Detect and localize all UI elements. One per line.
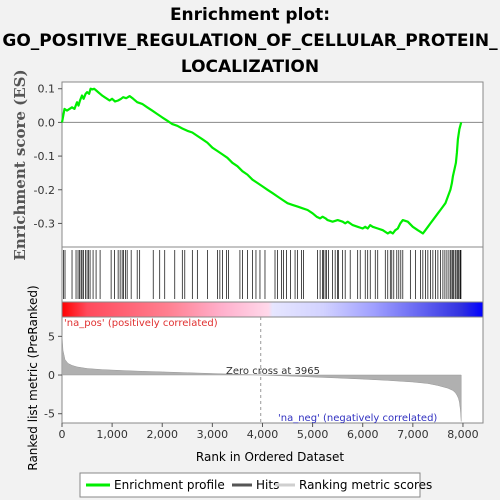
zero-cross-label: Zero cross at 3965 <box>226 366 320 377</box>
hit-markers <box>63 250 462 299</box>
metric-panel <box>61 316 484 424</box>
enrichment-profile-series <box>60 87 463 235</box>
x-axis-label: Rank in Ordered Dataset <box>196 450 344 464</box>
metric-tick-label: 5 <box>48 330 55 343</box>
chart-title-line-3: LOCALIZATION <box>181 57 319 77</box>
rank-color-bar <box>61 301 484 318</box>
legend-box <box>79 472 421 498</box>
enrichment-profile-line <box>60 87 463 235</box>
es-tick-label: -0.3 <box>34 217 55 230</box>
x-tick-label: 8,000 <box>447 428 479 441</box>
es-tick-label: 0.0 <box>38 116 56 129</box>
legend-enrichment-label: Enrichment profile <box>114 478 225 492</box>
metric-axis: 5 0 -5 <box>44 330 62 421</box>
metric-tick-label: -5 <box>44 408 55 421</box>
x-tick-label: 5,000 <box>297 428 329 441</box>
x-axis: 0 1,000 2,000 3,000 4,000 5,000 6,000 7,000 8,00… <box>59 423 479 441</box>
pos-correlated-label: 'na_pos' (positively correlated) <box>64 318 218 329</box>
es-tick-label: -0.1 <box>34 150 55 163</box>
x-tick-label: 4,000 <box>247 428 279 441</box>
es-panel <box>61 81 484 248</box>
metric-tick-label: 0 <box>48 369 55 382</box>
es-axis-label: Enrichment score (ES) <box>11 69 29 260</box>
x-tick-label: 2,000 <box>146 428 178 441</box>
metric-axis-label: Ranked list metric (PreRanked) <box>26 285 40 470</box>
x-tick-label: 7,000 <box>397 428 429 441</box>
ranking-metric-area <box>61 317 462 423</box>
x-tick-label: 6,000 <box>347 428 379 441</box>
chart-title-line-2: GO_POSITIVE_REGULATION_OF_CELLULAR_PROTE… <box>2 31 498 51</box>
x-tick-label: 3,000 <box>197 428 229 441</box>
x-tick-label: 1,000 <box>96 428 128 441</box>
es-tick-label: 0.1 <box>38 83 56 96</box>
legend: Enrichment profile Hits Ranking metric s… <box>79 472 432 498</box>
x-tick-label: 0 <box>59 428 66 441</box>
neg-correlated-label: 'na_neg' (negatively correlated) <box>278 413 437 424</box>
ranking-metric-fill <box>61 334 462 422</box>
chart-title-line-1: Enrichment plot: <box>170 5 330 25</box>
legend-metric-label: Ranking metric scores <box>299 478 432 492</box>
es-tick-label: -0.2 <box>34 184 55 197</box>
legend-hits-label: Hits <box>256 478 279 492</box>
hits-panel <box>61 246 484 303</box>
es-axis: 0.1 0.0 -0.1 -0.2 -0.3 <box>34 83 483 230</box>
